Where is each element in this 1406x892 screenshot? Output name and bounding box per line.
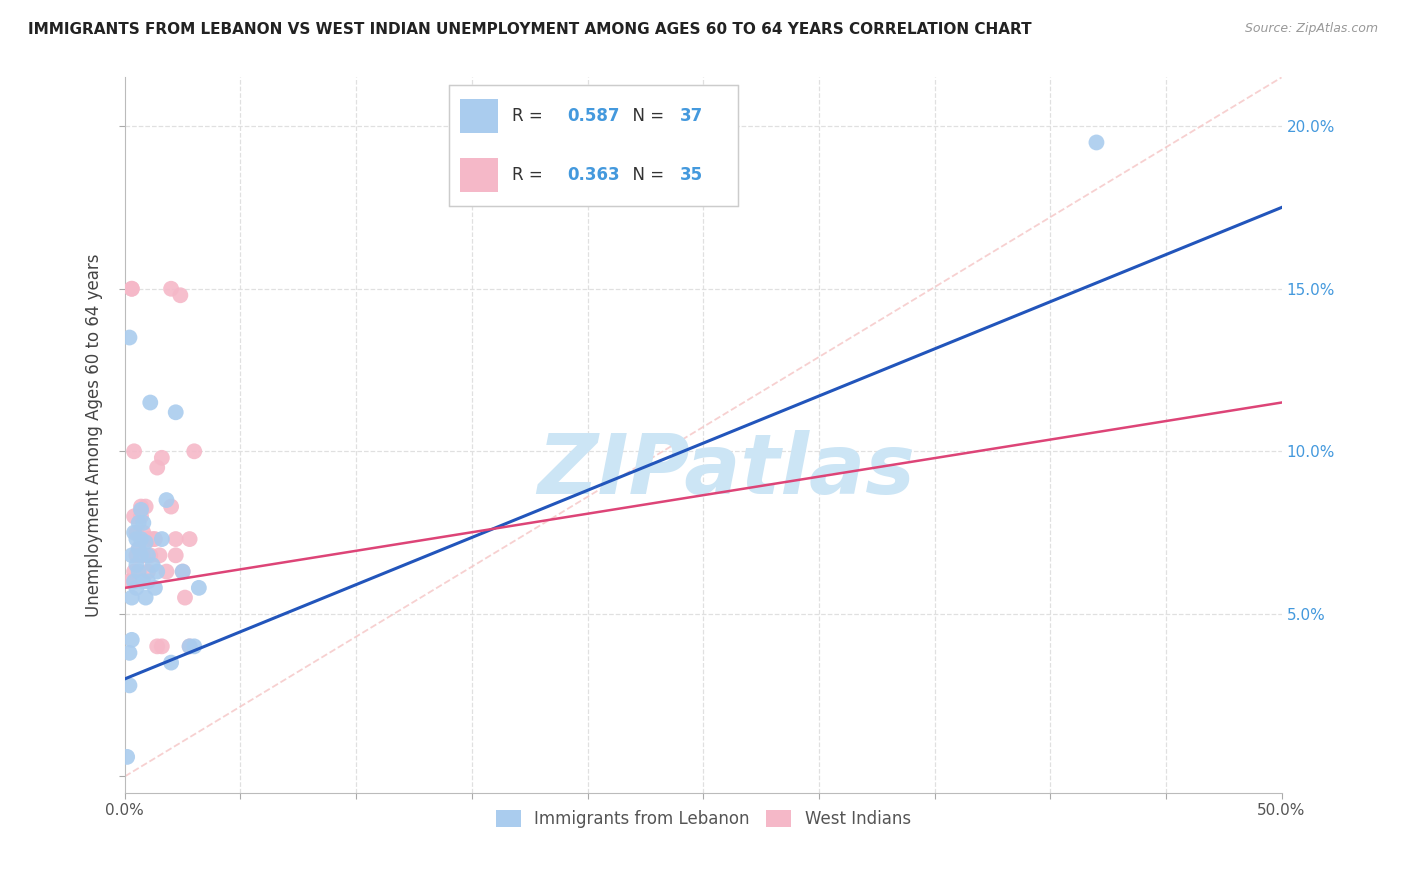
Point	[172, 565, 194, 579]
Point	[122, 565, 145, 579]
Point	[121, 632, 143, 647]
Legend: Immigrants from Lebanon, West Indians: Immigrants from Lebanon, West Indians	[489, 803, 917, 834]
Point	[125, 532, 148, 546]
Point	[129, 503, 152, 517]
Point	[135, 591, 157, 605]
Point	[128, 565, 150, 579]
Point	[146, 460, 169, 475]
Point	[146, 565, 169, 579]
Point	[179, 640, 201, 654]
Point	[135, 535, 157, 549]
Point	[118, 574, 141, 589]
Point	[128, 541, 150, 556]
Point	[128, 516, 150, 530]
Point	[183, 444, 205, 458]
Point	[169, 288, 191, 302]
Point	[129, 549, 152, 563]
Point	[135, 500, 157, 514]
Point	[136, 565, 159, 579]
Point	[165, 405, 187, 419]
Point	[129, 509, 152, 524]
Point	[143, 581, 166, 595]
Point	[125, 558, 148, 573]
Point	[146, 640, 169, 654]
Text: Source: ZipAtlas.com: Source: ZipAtlas.com	[1244, 22, 1378, 36]
Point	[139, 549, 162, 563]
Point	[121, 549, 143, 563]
Point	[150, 640, 173, 654]
Point	[148, 549, 170, 563]
Point	[142, 532, 165, 546]
Point	[155, 565, 177, 579]
Point	[150, 450, 173, 465]
Point	[122, 525, 145, 540]
Point	[125, 581, 148, 595]
Point	[132, 574, 155, 589]
Point	[121, 282, 143, 296]
Point	[122, 509, 145, 524]
Point	[179, 532, 201, 546]
Point	[122, 574, 145, 589]
Point	[132, 516, 155, 530]
Point	[183, 640, 205, 654]
Point	[132, 549, 155, 563]
Point	[165, 532, 187, 546]
Point	[165, 549, 187, 563]
Point	[142, 558, 165, 573]
Text: ZIPatlas: ZIPatlas	[537, 430, 915, 511]
Point	[143, 532, 166, 546]
Point	[129, 500, 152, 514]
Point	[118, 646, 141, 660]
Point	[132, 525, 155, 540]
Point	[128, 541, 150, 556]
Point	[122, 444, 145, 458]
Point	[125, 525, 148, 540]
Point	[155, 493, 177, 508]
Point	[179, 640, 201, 654]
Text: IMMIGRANTS FROM LEBANON VS WEST INDIAN UNEMPLOYMENT AMONG AGES 60 TO 64 YEARS CO: IMMIGRANTS FROM LEBANON VS WEST INDIAN U…	[28, 22, 1032, 37]
Point	[187, 581, 209, 595]
Point	[174, 591, 197, 605]
Point	[160, 500, 183, 514]
Point	[136, 549, 159, 563]
Point	[160, 656, 183, 670]
Point	[160, 282, 183, 296]
Y-axis label: Unemployment Among Ages 60 to 64 years: Unemployment Among Ages 60 to 64 years	[86, 253, 103, 616]
Point	[118, 330, 141, 344]
Point	[150, 532, 173, 546]
Point	[139, 395, 162, 409]
Point	[1085, 136, 1108, 150]
Point	[115, 750, 138, 764]
Point	[136, 532, 159, 546]
Point	[136, 574, 159, 589]
Point	[121, 591, 143, 605]
Point	[172, 565, 194, 579]
Point	[125, 549, 148, 563]
Point	[129, 532, 152, 546]
Point	[121, 282, 143, 296]
Point	[118, 678, 141, 692]
